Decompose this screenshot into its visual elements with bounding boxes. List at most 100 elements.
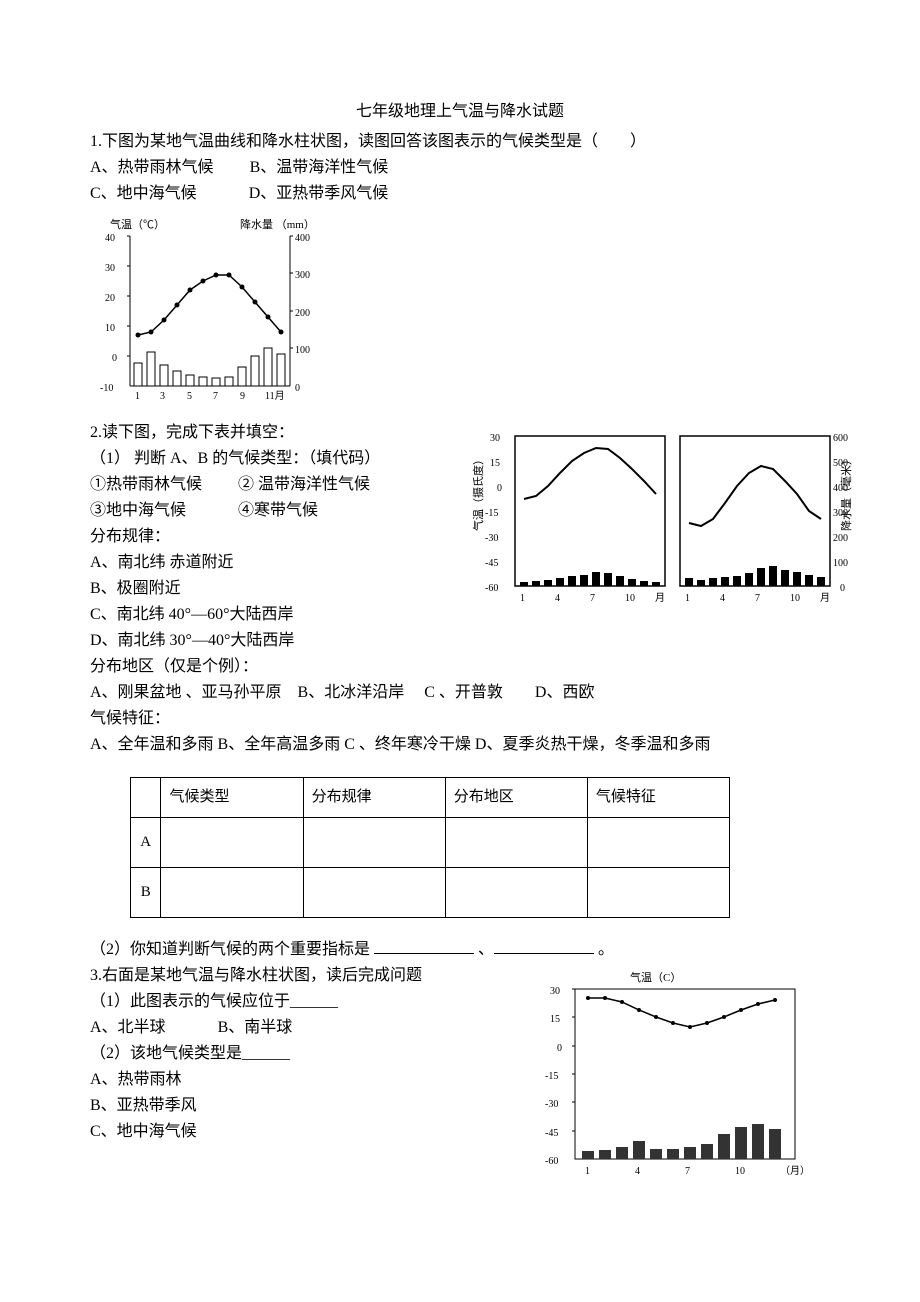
svg-text:-60: -60	[545, 1156, 558, 1167]
q1-temp-line	[138, 275, 281, 335]
svg-text:20: 20	[105, 293, 115, 304]
q2-opts-row2: ③地中海气候 ④寒带气候	[90, 499, 460, 523]
svg-text:10: 10	[625, 593, 635, 604]
answer-table: 气候类型 分布规律 分布地区 气候特征 A B	[130, 777, 730, 918]
svg-text:600: 600	[833, 433, 848, 444]
q2-distA: A、南北纬 赤道附近	[90, 551, 460, 575]
svg-text:4: 4	[720, 593, 725, 604]
q3-opts-row1: A、北半球 B、南半球	[90, 1016, 510, 1040]
svg-text:-15: -15	[545, 1071, 558, 1082]
svg-text:7: 7	[590, 593, 595, 604]
blank-1	[374, 953, 474, 954]
svg-text:400: 400	[295, 233, 310, 244]
svg-text:（月）: （月）	[780, 1165, 810, 1177]
svg-text:3: 3	[160, 391, 165, 402]
q2-dist-label: 分布规律：	[90, 525, 460, 549]
q1-options-row1: A、热带雨林气候 B、温带海洋性气候	[90, 156, 830, 180]
svg-text:500: 500	[833, 458, 848, 469]
q2-opt2: ② 温带海洋性气候	[238, 476, 370, 493]
q3-optB1: B、南半球	[218, 1019, 293, 1036]
q1-stem: 1.下图为某地气温曲线和降水柱状图，读图回答该图表示的气候类型是（ ）	[90, 130, 830, 154]
q2-sub2-prefix: （2）你知道判断气候的两个重要指标是	[90, 941, 374, 958]
svg-text:-45: -45	[545, 1128, 558, 1139]
svg-text:1: 1	[135, 391, 140, 402]
table-header-feat: 气候特征	[587, 778, 729, 818]
q2-sub1: （1） 判断 A、B 的气候类型：（填代码）	[90, 447, 460, 471]
svg-text:15: 15	[550, 1014, 560, 1025]
svg-text:4: 4	[555, 593, 560, 604]
table-cell	[303, 868, 445, 918]
svg-text:7: 7	[685, 1166, 690, 1177]
svg-text:10: 10	[735, 1166, 745, 1177]
q2-feat-label: 气候特征：	[90, 707, 830, 731]
table-cell	[161, 818, 303, 868]
q2-area-opts: A、刚果盆地 、亚马孙平原 B、北冰洋沿岸 C 、开普敦 D、西欧	[90, 681, 830, 705]
svg-text:0: 0	[497, 483, 502, 494]
svg-text:-30: -30	[545, 1099, 558, 1110]
svg-text:5: 5	[187, 391, 192, 402]
q2-sub2: （2）你知道判断气候的两个重要指标是 、 。	[90, 938, 830, 962]
svg-text:-10: -10	[100, 383, 113, 394]
svg-text:30: 30	[550, 986, 560, 997]
table-cell	[445, 818, 587, 868]
q3-stem: 3.右面是某地气温与降水柱状图，读后完成问题	[90, 964, 510, 988]
svg-text:200: 200	[833, 533, 848, 544]
svg-text:200: 200	[295, 308, 310, 319]
q1-optB: B、温带海洋性气候	[250, 159, 389, 176]
table-header-area: 分布地区	[445, 778, 587, 818]
blank-2	[494, 953, 594, 954]
q2-opt1: ①热带雨林气候	[90, 476, 202, 493]
svg-text:1: 1	[685, 593, 690, 604]
table-cell	[161, 868, 303, 918]
q3-optC2: C、地中海气候	[90, 1120, 510, 1144]
q1-temp-markers	[136, 273, 284, 338]
table-row-A: A	[131, 818, 730, 868]
q1-optA: A、热带雨林气候	[90, 159, 214, 176]
q3-optB2: B、亚热带季风	[90, 1094, 510, 1118]
table-cell	[303, 818, 445, 868]
svg-text:0: 0	[557, 1043, 562, 1054]
q3-optA2: A、热带雨林	[90, 1068, 510, 1092]
svg-text:300: 300	[295, 270, 310, 281]
table-cell	[445, 868, 587, 918]
page-title: 七年级地理上气温与降水试题	[90, 100, 830, 124]
svg-text:1: 1	[520, 593, 525, 604]
q2-sub2-suffix: 。	[598, 941, 614, 958]
q2-distC: C、南北纬 40°—60°大陆西岸	[90, 603, 460, 627]
q1-chart: 气温（℃） 降水量 （mm） 40 30 20 10 0 -10 400 300…	[90, 216, 320, 411]
svg-text:10: 10	[105, 323, 115, 334]
q2-distB: B、极圈附近	[90, 577, 460, 601]
q1-options-row2: C、地中海气候 D、亚热带季风气候	[90, 182, 830, 206]
table-header-dist: 分布规律	[303, 778, 445, 818]
q1-precip-label: 降水量 （mm）	[240, 217, 315, 231]
svg-text:40: 40	[105, 233, 115, 244]
q2-wrapper: 气温（摄氏度） 降水量（毫米） 30 15 0 -15 -30 -45 -60 …	[90, 421, 830, 757]
svg-text:11月: 11月	[265, 390, 285, 402]
q2-temp-axis-label: 气温（摄氏度）	[471, 454, 485, 531]
svg-text:15: 15	[490, 458, 500, 469]
svg-text:7: 7	[755, 593, 760, 604]
q1-optC: C、地中海气候	[90, 185, 197, 202]
svg-text:0: 0	[840, 583, 845, 594]
svg-text:100: 100	[833, 558, 848, 569]
svg-text:-45: -45	[485, 558, 498, 569]
q2-opt4: ④寒带气候	[238, 502, 318, 519]
q2-opts-row1: ①热带雨林气候 ② 温带海洋性气候	[90, 473, 460, 497]
q3-sub2: （2）该地气候类型是______	[90, 1042, 510, 1066]
svg-text:4: 4	[635, 1166, 640, 1177]
q1-precip-bars	[134, 348, 285, 386]
q3-wrapper: 气温（C） 30 15 0 -15 -30 -45 -60 1 4 7 10 （…	[90, 964, 830, 1144]
table-header-blank	[131, 778, 161, 818]
svg-text:0: 0	[295, 383, 300, 394]
svg-text:月: 月	[820, 592, 830, 604]
q2-feat-opts: A、全年温和多雨 B、全年高温多雨 C 、终年寒冷干燥 D、夏季炎热干燥，冬季温…	[90, 733, 830, 757]
q3-chart: 气温（C） 30 15 0 -15 -30 -45 -60 1 4 7 10 （…	[530, 969, 820, 1189]
svg-text:-30: -30	[485, 533, 498, 544]
svg-text:0: 0	[112, 353, 117, 364]
svg-text:-60: -60	[485, 583, 498, 594]
svg-text:10: 10	[790, 593, 800, 604]
svg-text:300: 300	[833, 508, 848, 519]
q1-temp-label: 气温（℃）	[110, 217, 165, 231]
svg-text:100: 100	[295, 345, 310, 356]
q2-distD: D、南北纬 30°—40°大陆西岸	[90, 629, 460, 653]
